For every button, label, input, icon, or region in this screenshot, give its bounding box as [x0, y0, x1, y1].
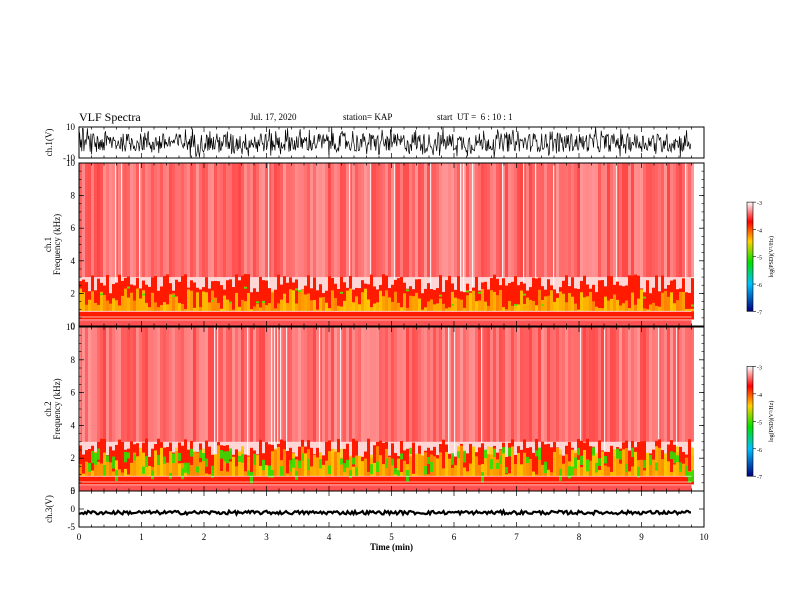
- colorbar-label-2: log(PSD)(V²/Hz): [768, 401, 775, 442]
- ylabel-units-2: Frequency (kHz): [52, 214, 62, 275]
- ytick-label-2: 8: [71, 191, 76, 201]
- waveform-line-3: [78, 508, 691, 517]
- colorbar-tick-label-1: -4: [757, 228, 762, 234]
- ytick-label-3: 0: [71, 486, 76, 496]
- xtick-label: 5: [389, 532, 394, 542]
- panel-frame-4: [78, 490, 705, 528]
- xtick-label: 6: [452, 532, 457, 542]
- start-ut-label: start UT = 6 : 10 : 1: [437, 112, 513, 122]
- ytick-label-3: 6: [71, 388, 76, 398]
- station-label: station= KAP: [343, 112, 393, 122]
- ytick-label-3: 8: [71, 355, 76, 365]
- colorbar-tick-label-1: -7: [757, 310, 762, 316]
- colorbar-tick-label-2: -5: [757, 420, 762, 426]
- chart-title: VLF Spectra: [79, 110, 141, 124]
- ytick-label-3: 2: [71, 453, 76, 463]
- colorbar-tick-label-1: -5: [757, 256, 762, 262]
- xtick-label: 3: [264, 532, 269, 542]
- ytick-label-4: 5: [71, 486, 76, 496]
- ytick-label-4: -5: [68, 522, 76, 532]
- ytick-label-2: 0: [71, 321, 76, 331]
- ytick-label-2: 4: [71, 256, 76, 266]
- colorbar-tick-label-2: -4: [757, 393, 762, 399]
- xtick-label: 8: [577, 532, 582, 542]
- xtick-label: 4: [327, 532, 332, 542]
- ytick-label-1: 10: [66, 122, 76, 132]
- ylabel-1: ch.1(V): [44, 129, 54, 157]
- colorbar-2: [746, 366, 754, 477]
- xtick-label: 7: [514, 532, 519, 542]
- xtick-label: 0: [77, 532, 82, 542]
- ytick-label-2: 2: [71, 288, 76, 298]
- ytick-label-4: 0: [71, 504, 76, 514]
- ytick-label-3: 4: [71, 420, 76, 430]
- date-label: Jul. 17, 2020: [250, 112, 297, 122]
- ytick-label-2: 6: [71, 223, 76, 233]
- colorbar-tick-label-2: -7: [757, 475, 762, 481]
- waveform-line-1: [78, 126, 692, 158]
- ytick-label-1: -10: [63, 153, 75, 163]
- xaxis-label: Time (min): [370, 542, 413, 552]
- xtick-label: 2: [202, 532, 207, 542]
- ylabel-2: ch.1: [43, 237, 53, 252]
- colorbar-label-1: log(PSD)(V²/Hz): [768, 236, 775, 277]
- ylabel-4: ch.3(V): [44, 495, 54, 523]
- xtick-label: 9: [639, 532, 644, 542]
- colorbar-tick-label-1: -3: [757, 201, 762, 207]
- xtick-label: 1: [139, 532, 144, 542]
- ytick-label-2: 10: [66, 158, 76, 168]
- xtick-label: 10: [700, 532, 710, 542]
- colorbar-tick-label-2: -3: [757, 365, 762, 371]
- ylabel-3: ch.2: [43, 401, 53, 416]
- ytick-label-3: 10: [66, 322, 76, 332]
- colorbar-tick-label-1: -6: [757, 283, 762, 289]
- ylabel-units-3: Frequency (kHz): [52, 378, 62, 439]
- colorbar-1: [746, 201, 754, 312]
- colorbar-tick-label-2: -6: [757, 448, 762, 454]
